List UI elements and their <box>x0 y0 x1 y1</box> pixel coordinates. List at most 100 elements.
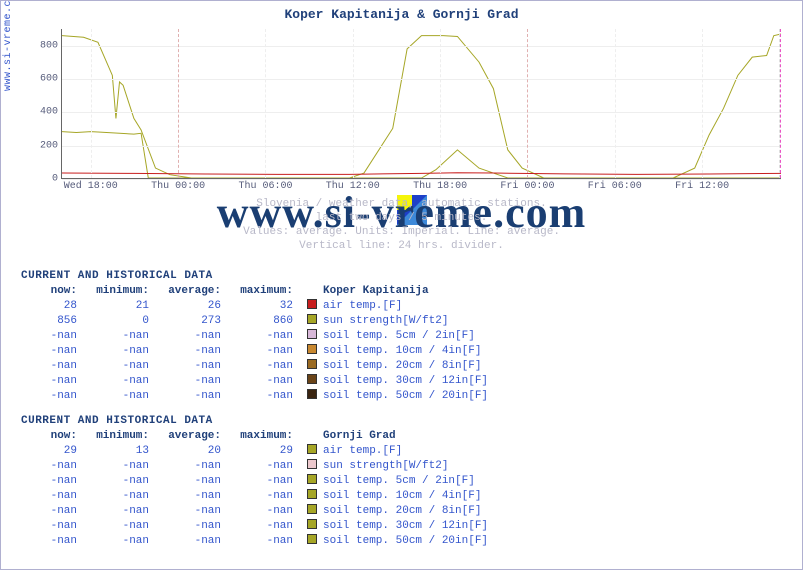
caption-line-1: Slovenia / weather data, automatic stati… <box>1 197 802 211</box>
table-row: -nan-nan-nan-nansoil temp. 10cm / 4in[F] <box>21 489 790 504</box>
val-max: -nan <box>221 389 293 404</box>
val-max: -nan <box>221 374 293 389</box>
series-swatch-icon <box>307 329 317 339</box>
val-avg: -nan <box>149 329 221 344</box>
val-now: -nan <box>21 489 77 504</box>
val-min: 0 <box>77 314 149 329</box>
table-row: -nan-nan-nan-nansoil temp. 5cm / 2in[F] <box>21 329 790 344</box>
series-swatch-icon <box>307 534 317 544</box>
val-avg: -nan <box>149 474 221 489</box>
table-row: -nan-nan-nan-nansoil temp. 50cm / 20in[F… <box>21 534 790 549</box>
val-min: -nan <box>77 474 149 489</box>
series-label: air temp.[F] <box>323 300 402 312</box>
xtick-label: Thu 06:00 <box>238 181 292 192</box>
val-now: -nan <box>21 534 77 549</box>
ytick-label: 800 <box>30 40 58 51</box>
col-now: now: <box>21 284 77 299</box>
val-now: -nan <box>21 359 77 374</box>
table-row: 8560273860sun strength[W/ft2] <box>21 314 790 329</box>
series-label: soil temp. 10cm / 4in[F] <box>323 345 481 357</box>
series-label: soil temp. 30cm / 12in[F] <box>323 520 488 532</box>
table-title: CURRENT AND HISTORICAL DATA <box>21 269 790 284</box>
caption-line-2: last two days / 5 minutes. <box>1 211 802 225</box>
series-swatch-icon <box>307 389 317 399</box>
val-min: -nan <box>77 504 149 519</box>
table-row: -nan-nan-nan-nansun strength[W/ft2] <box>21 459 790 474</box>
station-name: Koper Kapitanija <box>323 285 429 297</box>
table-row: -nan-nan-nan-nansoil temp. 20cm / 8in[F] <box>21 504 790 519</box>
caption-line-3: Values: average. Units: Imperial. Line: … <box>1 225 802 239</box>
chart-plot-area: 0200400600800Wed 18:00Thu 00:00Thu 06:00… <box>61 29 781 179</box>
ytick-label: 200 <box>30 140 58 151</box>
series-label: soil temp. 5cm / 2in[F] <box>323 330 475 342</box>
table-row: -nan-nan-nan-nansoil temp. 30cm / 12in[F… <box>21 374 790 389</box>
xtick-label: Wed 18:00 <box>64 181 118 192</box>
val-max: 32 <box>221 299 293 314</box>
val-avg: -nan <box>149 534 221 549</box>
series-swatch-icon <box>307 474 317 484</box>
val-min: -nan <box>77 359 149 374</box>
val-min: -nan <box>77 374 149 389</box>
val-max: -nan <box>221 534 293 549</box>
val-min: -nan <box>77 329 149 344</box>
series-label: soil temp. 20cm / 8in[F] <box>323 360 481 372</box>
series-swatch-icon <box>307 444 317 454</box>
val-now: 29 <box>21 444 77 459</box>
series-label: soil temp. 50cm / 20in[F] <box>323 535 488 547</box>
val-avg: 26 <box>149 299 221 314</box>
val-min: -nan <box>77 344 149 359</box>
table-row: 28212632 air temp.[F] <box>21 299 790 314</box>
val-max: -nan <box>221 329 293 344</box>
series-label: sun strength[W/ft2] <box>323 315 448 327</box>
val-min: -nan <box>77 389 149 404</box>
series-swatch-icon <box>307 504 317 514</box>
data-tables: CURRENT AND HISTORICAL DATAnow:minimum:a… <box>21 269 790 559</box>
val-max: -nan <box>221 489 293 504</box>
val-avg: -nan <box>149 374 221 389</box>
val-max: 860 <box>221 314 293 329</box>
ytick-label: 0 <box>30 174 58 185</box>
table-row: -nan-nan-nan-nansoil temp. 30cm / 12in[F… <box>21 519 790 534</box>
val-now: 28 <box>21 299 77 314</box>
val-min: -nan <box>77 489 149 504</box>
val-max: -nan <box>221 519 293 534</box>
series-swatch-icon <box>307 489 317 499</box>
val-max: -nan <box>221 359 293 374</box>
val-max: -nan <box>221 459 293 474</box>
series-label: soil temp. 30cm / 12in[F] <box>323 375 488 387</box>
series-swatch-icon <box>307 359 317 369</box>
col-avg: average: <box>149 284 221 299</box>
series-label: soil temp. 5cm / 2in[F] <box>323 475 475 487</box>
val-avg: -nan <box>149 519 221 534</box>
station-name: Gornji Grad <box>323 430 396 442</box>
series-swatch-icon <box>307 299 317 309</box>
val-avg: -nan <box>149 459 221 474</box>
chart-svg <box>62 29 781 178</box>
series-label: soil temp. 50cm / 20in[F] <box>323 390 488 402</box>
val-min: -nan <box>77 519 149 534</box>
col-now: now: <box>21 429 77 444</box>
table-row: -nan-nan-nan-nansoil temp. 10cm / 4in[F] <box>21 344 790 359</box>
val-min: 21 <box>77 299 149 314</box>
chart-title: Koper Kapitanija & Gornji Grad <box>1 7 802 22</box>
xtick-label: Thu 18:00 <box>413 181 467 192</box>
col-max: maximum: <box>221 429 293 444</box>
xtick-label: Fri 12:00 <box>675 181 729 192</box>
col-min: minimum: <box>77 284 149 299</box>
caption-line-4: Vertical line: 24 hrs. divider. <box>1 239 802 253</box>
val-min: 13 <box>77 444 149 459</box>
series-swatch-icon <box>307 374 317 384</box>
xtick-label: Thu 12:00 <box>326 181 380 192</box>
val-max: -nan <box>221 504 293 519</box>
val-now: -nan <box>21 374 77 389</box>
series-label: air temp.[F] <box>323 445 402 457</box>
val-avg: -nan <box>149 359 221 374</box>
table-row: -nan-nan-nan-nansoil temp. 20cm / 8in[F] <box>21 359 790 374</box>
val-min: -nan <box>77 534 149 549</box>
series-label: soil temp. 20cm / 8in[F] <box>323 505 481 517</box>
val-avg: -nan <box>149 504 221 519</box>
xtick-label: Thu 00:00 <box>151 181 205 192</box>
station-table: CURRENT AND HISTORICAL DATAnow:minimum:a… <box>21 414 790 549</box>
val-avg: -nan <box>149 344 221 359</box>
series-swatch-icon <box>307 459 317 469</box>
